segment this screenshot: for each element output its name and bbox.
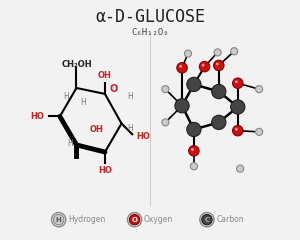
Text: H: H: [64, 92, 69, 101]
Text: H: H: [128, 92, 134, 101]
Circle shape: [53, 214, 64, 225]
Text: H: H: [128, 124, 134, 133]
Circle shape: [212, 115, 226, 130]
Circle shape: [237, 165, 244, 172]
Circle shape: [256, 128, 263, 135]
Text: α-D-GLUCOSE: α-D-GLUCOSE: [95, 8, 205, 26]
Text: C₆H₁₂O₆: C₆H₁₂O₆: [131, 28, 169, 37]
Text: O: O: [132, 217, 138, 223]
Circle shape: [184, 50, 191, 57]
Text: O: O: [110, 84, 118, 94]
Text: H: H: [80, 98, 86, 108]
Text: OH: OH: [89, 125, 103, 133]
Circle shape: [232, 126, 243, 136]
Circle shape: [187, 122, 201, 137]
Circle shape: [235, 128, 238, 131]
Text: CH₂OH: CH₂OH: [61, 60, 92, 69]
Circle shape: [231, 48, 238, 55]
Circle shape: [235, 80, 238, 83]
Circle shape: [256, 86, 263, 93]
Text: Carbon: Carbon: [216, 215, 244, 224]
Text: HO: HO: [136, 132, 150, 141]
Text: OH: OH: [98, 71, 112, 80]
Circle shape: [214, 60, 224, 71]
Text: HO: HO: [31, 112, 44, 121]
Circle shape: [189, 146, 199, 156]
Text: C: C: [204, 217, 209, 223]
Circle shape: [232, 78, 243, 89]
Circle shape: [212, 84, 226, 99]
Circle shape: [202, 214, 212, 225]
Text: HO: HO: [98, 166, 112, 175]
Circle shape: [177, 63, 187, 73]
Text: Oxygen: Oxygen: [144, 215, 173, 224]
Text: H: H: [56, 217, 61, 223]
Circle shape: [190, 163, 197, 170]
Circle shape: [187, 77, 201, 91]
Text: H: H: [67, 139, 73, 148]
Circle shape: [179, 65, 182, 68]
Circle shape: [175, 99, 189, 113]
Circle shape: [202, 64, 205, 67]
Circle shape: [231, 100, 245, 114]
Circle shape: [214, 49, 221, 56]
Circle shape: [199, 61, 210, 72]
Circle shape: [129, 214, 140, 225]
Circle shape: [162, 86, 169, 93]
Circle shape: [191, 148, 194, 151]
Text: Hydrogen: Hydrogen: [68, 215, 105, 224]
Circle shape: [216, 62, 219, 66]
Circle shape: [162, 119, 169, 126]
